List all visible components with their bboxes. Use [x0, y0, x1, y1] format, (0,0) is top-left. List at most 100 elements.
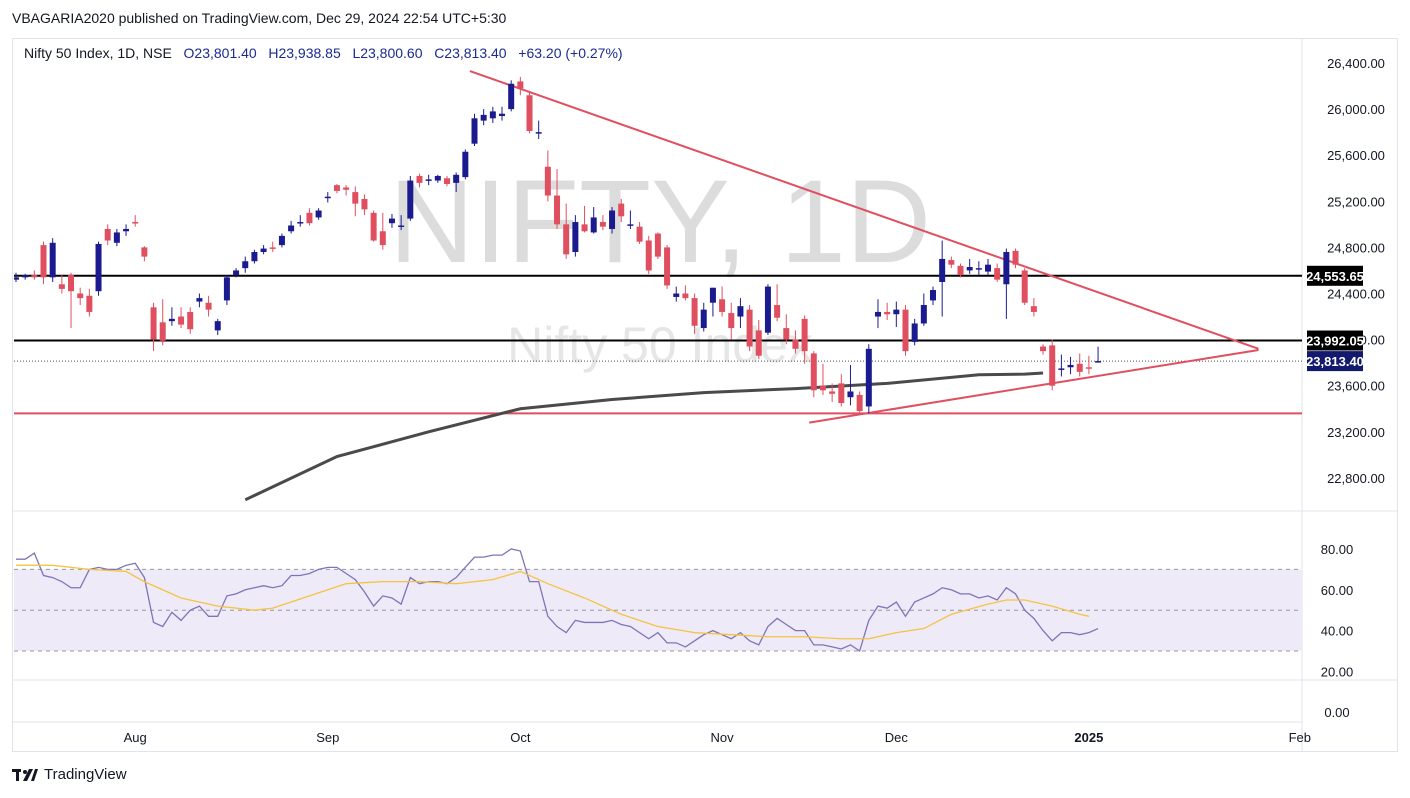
- candle[interactable]: [260, 245, 267, 255]
- candle[interactable]: [471, 113, 478, 146]
- candle[interactable]: [994, 263, 1001, 282]
- candle[interactable]: [68, 272, 75, 329]
- candle[interactable]: [691, 293, 698, 334]
- candle[interactable]: [856, 391, 863, 415]
- candle[interactable]: [1040, 344, 1047, 355]
- candle[interactable]: [618, 198, 625, 223]
- candle[interactable]: [737, 298, 744, 329]
- candle[interactable]: [159, 299, 166, 346]
- candle[interactable]: [269, 241, 276, 253]
- trendline[interactable]: [469, 70, 1259, 350]
- candle[interactable]: [434, 174, 441, 183]
- candle[interactable]: [1058, 354, 1065, 377]
- candle[interactable]: [590, 207, 597, 234]
- candle[interactable]: [1030, 298, 1037, 317]
- candle[interactable]: [113, 228, 120, 247]
- candle[interactable]: [398, 215, 405, 231]
- candle[interactable]: [388, 213, 395, 228]
- price-tag[interactable]: 24,553.65: [1306, 265, 1364, 286]
- candle[interactable]: [847, 364, 854, 406]
- candle[interactable]: [187, 307, 194, 334]
- candle[interactable]: [884, 302, 891, 321]
- candle[interactable]: [966, 258, 973, 274]
- candle[interactable]: [939, 240, 946, 317]
- candle[interactable]: [205, 295, 212, 317]
- candle[interactable]: [58, 275, 65, 294]
- candle[interactable]: [150, 302, 157, 352]
- candle[interactable]: [902, 305, 909, 356]
- candle[interactable]: [975, 261, 982, 276]
- candle[interactable]: [563, 203, 570, 259]
- candle[interactable]: [719, 286, 726, 317]
- candle[interactable]: [654, 232, 661, 259]
- candle[interactable]: [673, 286, 680, 302]
- candle[interactable]: [728, 302, 735, 340]
- candle[interactable]: [865, 344, 872, 414]
- candle[interactable]: [599, 215, 606, 231]
- candle[interactable]: [829, 383, 836, 402]
- candle[interactable]: [297, 215, 304, 227]
- candle[interactable]: [370, 210, 377, 242]
- candle[interactable]: [288, 220, 295, 234]
- candle[interactable]: [1049, 339, 1056, 391]
- price-tag[interactable]: 23,813.40: [1306, 351, 1364, 372]
- candle[interactable]: [352, 186, 359, 217]
- candle[interactable]: [443, 175, 450, 187]
- candle[interactable]: [764, 284, 771, 335]
- candle[interactable]: [343, 185, 350, 196]
- candle[interactable]: [1003, 248, 1010, 319]
- candle[interactable]: [581, 205, 588, 233]
- candle[interactable]: [526, 92, 533, 134]
- candle[interactable]: [535, 120, 542, 140]
- candle[interactable]: [709, 287, 716, 317]
- price-tag[interactable]: 23,992.05: [1306, 330, 1364, 351]
- candle[interactable]: [425, 174, 432, 186]
- candle[interactable]: [554, 169, 561, 229]
- candle[interactable]: [324, 192, 331, 203]
- candle[interactable]: [948, 256, 955, 269]
- candle[interactable]: [77, 287, 84, 306]
- candle[interactable]: [544, 150, 551, 202]
- candle[interactable]: [1085, 355, 1092, 375]
- candle[interactable]: [123, 224, 130, 236]
- candle[interactable]: [774, 284, 781, 322]
- candle[interactable]: [920, 293, 927, 326]
- candle[interactable]: [801, 315, 808, 364]
- candle[interactable]: [214, 318, 221, 335]
- candle[interactable]: [333, 184, 340, 194]
- candle[interactable]: [22, 273, 29, 280]
- candle[interactable]: [874, 299, 881, 329]
- candle[interactable]: [1021, 268, 1028, 306]
- candle[interactable]: [141, 246, 148, 262]
- candle[interactable]: [636, 222, 643, 244]
- candle[interactable]: [911, 318, 918, 346]
- candle[interactable]: [453, 172, 460, 193]
- candle[interactable]: [572, 215, 579, 257]
- candle[interactable]: [233, 268, 240, 278]
- candle[interactable]: [86, 288, 93, 317]
- candle[interactable]: [306, 208, 313, 226]
- candle[interactable]: [95, 241, 102, 296]
- candle[interactable]: [49, 238, 56, 282]
- candle[interactable]: [407, 175, 414, 221]
- candle[interactable]: [783, 314, 790, 345]
- candle[interactable]: [168, 307, 175, 326]
- candle[interactable]: [517, 76, 524, 96]
- candle[interactable]: [489, 106, 496, 123]
- candle[interactable]: [31, 270, 38, 280]
- candle[interactable]: [746, 305, 753, 352]
- candle[interactable]: [1067, 356, 1074, 375]
- candle[interactable]: [480, 109, 487, 126]
- candle[interactable]: [104, 224, 111, 246]
- candle[interactable]: [792, 330, 799, 354]
- candle[interactable]: [930, 286, 936, 306]
- candle[interactable]: [627, 210, 634, 229]
- candle[interactable]: [645, 235, 652, 274]
- candle[interactable]: [251, 249, 258, 264]
- footer-logo[interactable]: TradingView: [12, 766, 127, 783]
- candle[interactable]: [682, 285, 689, 301]
- candle[interactable]: [223, 275, 230, 306]
- candle[interactable]: [379, 212, 386, 250]
- candle[interactable]: [810, 351, 817, 398]
